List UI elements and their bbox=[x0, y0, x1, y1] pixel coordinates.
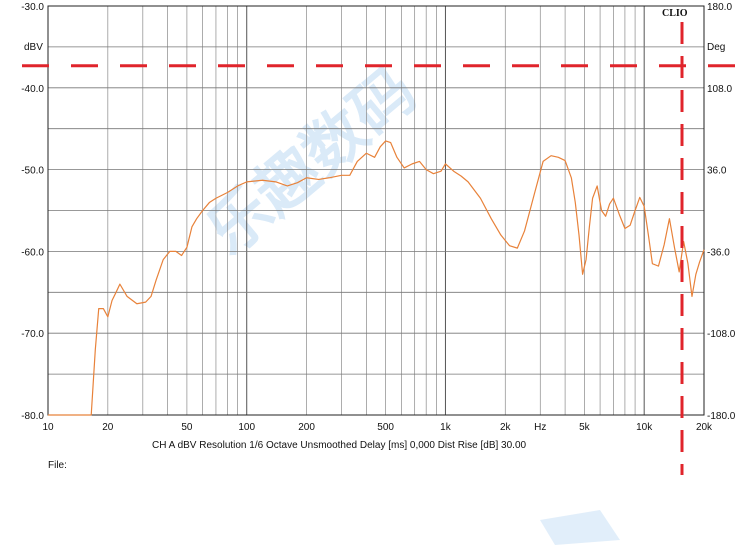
left-axis-unit: dBV bbox=[24, 42, 43, 53]
y-tick-label: -30.0 bbox=[21, 2, 44, 13]
series-group bbox=[48, 140, 705, 416]
y2-tick-label: -180.0 bbox=[707, 411, 736, 422]
x-axis-labels: 10 20 50 100 200 500 1k 2k Hz 5k 10k 20k bbox=[42, 422, 713, 433]
x-tick-label: 500 bbox=[377, 422, 394, 433]
left-axis-labels: -30.0 -40.0 -50.0 -60.0 -70.0 -80.0 bbox=[21, 2, 44, 422]
y2-tick-label: -108.0 bbox=[707, 329, 736, 340]
x-tick-label: 100 bbox=[238, 422, 255, 433]
red-dashed-overlay bbox=[22, 22, 750, 475]
y2-tick-label: -36.0 bbox=[707, 247, 730, 258]
x-tick-label: 20k bbox=[696, 422, 713, 433]
x-tick-label: 5k bbox=[579, 422, 591, 433]
info-line: CH A dBV Resolution 1/6 Octave Unsmoothe… bbox=[152, 440, 527, 451]
plot-frame bbox=[47, 5, 705, 416]
brand-label: CLIO bbox=[662, 8, 688, 19]
x-tick-label: Hz bbox=[534, 422, 546, 433]
y-tick-label: -40.0 bbox=[21, 84, 44, 95]
watermark-fragment bbox=[540, 510, 620, 545]
x-tick-label: 20 bbox=[102, 422, 114, 433]
x-tick-label: 10 bbox=[42, 422, 54, 433]
y2-tick-label: 180.0 bbox=[707, 2, 732, 13]
series-line bbox=[48, 140, 705, 416]
y2-tick-label: 36.0 bbox=[707, 166, 727, 177]
watermark: 乐趣数码 bbox=[193, 53, 620, 545]
x-tick-label: 2k bbox=[500, 422, 512, 433]
x-tick-label: 1k bbox=[440, 422, 452, 433]
right-axis-labels: 180.0 108.0 36.0 -36.0 -108.0 -180.0 bbox=[707, 2, 736, 422]
x-tick-label: 200 bbox=[298, 422, 315, 433]
y2-tick-label: 108.0 bbox=[707, 84, 732, 95]
y-tick-label: -50.0 bbox=[21, 166, 44, 177]
y-tick-label: -80.0 bbox=[21, 411, 44, 422]
y-tick-label: -70.0 bbox=[21, 329, 44, 340]
x-tick-label: 10k bbox=[636, 422, 653, 433]
x-tick-label: 50 bbox=[181, 422, 193, 433]
file-label: File: bbox=[48, 460, 67, 471]
plot-grid bbox=[48, 6, 704, 415]
watermark-text: 乐趣数码 bbox=[193, 53, 430, 268]
right-axis-unit: Deg bbox=[707, 42, 725, 53]
y-tick-label: -60.0 bbox=[21, 247, 44, 258]
